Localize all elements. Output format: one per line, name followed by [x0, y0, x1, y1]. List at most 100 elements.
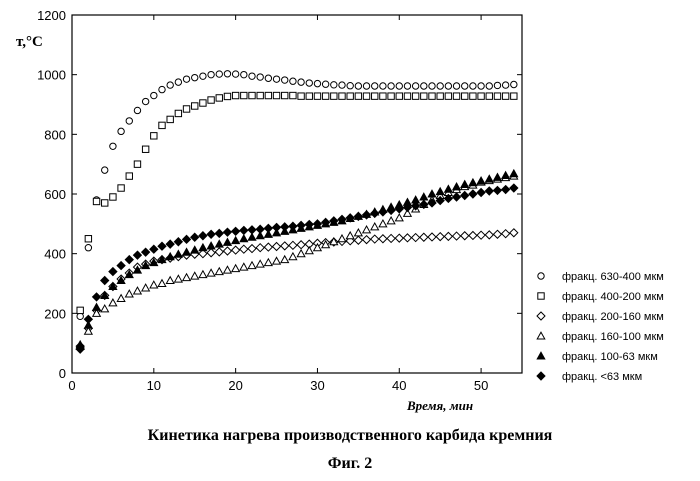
data-point: [282, 77, 288, 83]
data-point: [331, 82, 337, 88]
data-point: [77, 313, 83, 319]
data-point: [314, 80, 320, 86]
data-point: [494, 82, 500, 88]
data-point: [363, 93, 369, 99]
legend-marker: [537, 352, 545, 359]
data-point: [216, 71, 222, 77]
legend-marker: [537, 312, 545, 320]
figure-number: Фиг. 2: [0, 455, 700, 473]
data-point: [380, 93, 386, 99]
legend-label: фракц. 200-160 мкм: [562, 311, 664, 323]
data-point: [151, 133, 157, 139]
data-point: [298, 93, 304, 99]
data-point: [511, 93, 517, 99]
data-point: [453, 83, 459, 89]
data-point: [273, 92, 279, 98]
data-point: [347, 93, 353, 99]
data-point: [134, 161, 140, 167]
x-tick-label: 50: [474, 378, 488, 393]
data-point: [502, 82, 508, 88]
legend-label: фракц. <63 мкм: [562, 371, 642, 383]
legend-marker: [538, 273, 544, 279]
y-tick-label: 0: [59, 366, 66, 381]
data-point: [142, 98, 148, 104]
data-point: [134, 107, 140, 113]
data-point: [273, 76, 279, 82]
chart: 020040060080010001200 01020304050 т,°С В…: [0, 0, 700, 425]
data-point: [118, 185, 124, 191]
data-point: [462, 93, 468, 99]
data-point: [126, 118, 132, 124]
legend-label: фракц. 400-200 мкм: [562, 291, 664, 303]
data-point: [372, 93, 378, 99]
data-point: [372, 83, 378, 89]
data-point: [77, 307, 83, 313]
data-point: [339, 82, 345, 88]
x-tick-label: 40: [392, 378, 406, 393]
data-point: [437, 83, 443, 89]
data-point: [478, 93, 484, 99]
data-point: [167, 116, 173, 122]
data-point: [249, 92, 255, 98]
data-point: [102, 167, 108, 173]
data-point: [200, 73, 206, 79]
data-point: [183, 106, 189, 112]
data-point: [494, 93, 500, 99]
data-point: [200, 100, 206, 106]
data-point: [159, 122, 165, 128]
data-point: [241, 71, 247, 77]
figure-caption: Кинетика нагрева производственного карби…: [30, 427, 670, 445]
data-point: [208, 97, 214, 103]
legend-marker: [537, 332, 545, 339]
data-point: [257, 74, 263, 80]
data-point: [126, 173, 132, 179]
data-point: [85, 236, 91, 242]
data-point: [159, 86, 165, 92]
y-tick-label: 1000: [37, 68, 66, 83]
legend-label: фракц. 630-400 мкм: [562, 271, 664, 283]
data-point: [470, 83, 476, 89]
x-tick-label: 20: [228, 378, 242, 393]
data-point: [462, 83, 468, 89]
data-point: [192, 103, 198, 109]
legend: фракц. 630-400 мкм фракц. 400-200 мкм фрак…: [537, 271, 664, 383]
data-point: [388, 93, 394, 99]
data-point: [265, 92, 271, 98]
data-point: [470, 93, 476, 99]
data-point: [183, 76, 189, 82]
x-tick-label: 30: [310, 378, 324, 393]
data-point: [347, 83, 353, 89]
data-point: [110, 143, 116, 149]
data-point: [232, 71, 238, 77]
data-point: [396, 83, 402, 89]
data-point: [388, 83, 394, 89]
y-tick-label: 400: [44, 247, 66, 262]
data-point: [445, 83, 451, 89]
data-point: [486, 83, 492, 89]
data-point: [110, 194, 116, 200]
data-point: [167, 82, 173, 88]
data-point: [192, 74, 198, 80]
data-point: [224, 71, 230, 77]
data-point: [290, 78, 296, 84]
data-point: [232, 92, 238, 98]
data-point: [102, 200, 108, 206]
data-point: [396, 93, 402, 99]
data-point: [511, 81, 517, 87]
plot-frame: [72, 15, 522, 373]
data-point: [257, 92, 263, 98]
legend-label: фракц. 100-63 мкм: [562, 351, 658, 363]
y-tick-label: 1200: [37, 8, 66, 23]
data-point: [151, 92, 157, 98]
x-tick-label: 0: [68, 378, 75, 393]
data-point: [421, 93, 427, 99]
data-point: [322, 93, 328, 99]
data-point: [429, 93, 435, 99]
data-point: [298, 79, 304, 85]
data-point: [355, 93, 361, 99]
data-point: [208, 71, 214, 77]
data-point: [486, 93, 492, 99]
data-point: [314, 93, 320, 99]
y-tick-label: 600: [44, 187, 66, 202]
data-point: [241, 92, 247, 98]
